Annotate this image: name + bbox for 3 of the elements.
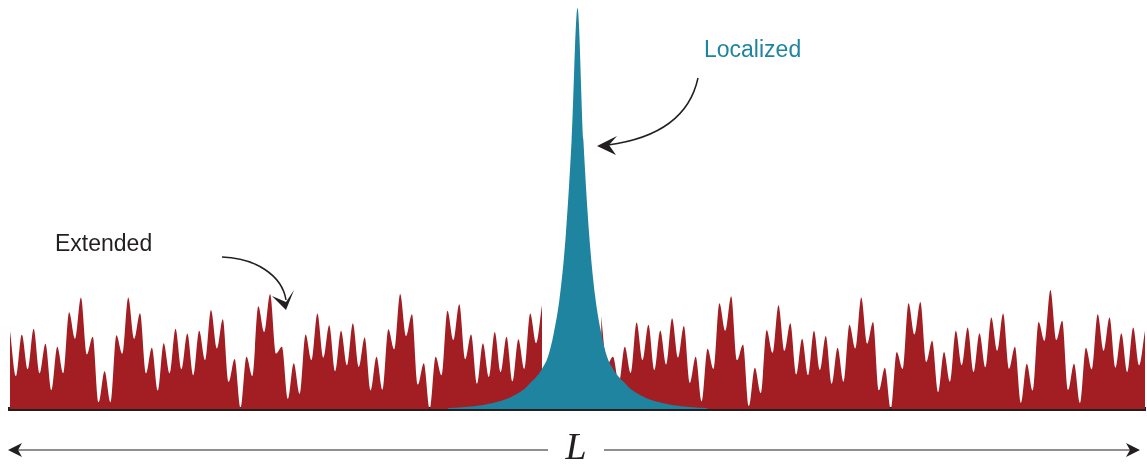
x-axis-title: L: [564, 424, 588, 467]
text: Localized: [704, 36, 802, 63]
text: Extended: [55, 230, 153, 257]
